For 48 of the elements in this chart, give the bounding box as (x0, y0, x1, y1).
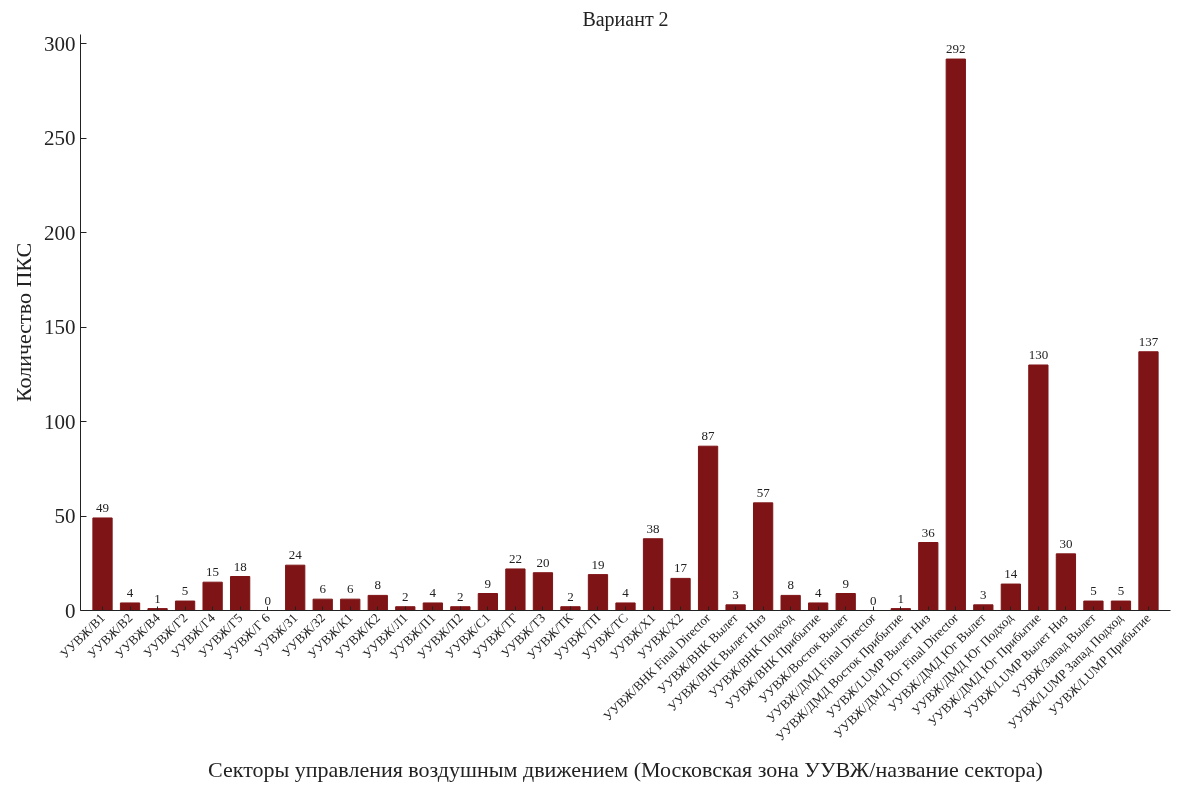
data-label: 38 (646, 520, 660, 536)
data-label: 19 (591, 556, 605, 572)
y-tick-label: 100 (44, 409, 76, 434)
data-label: 137 (1138, 333, 1159, 349)
data-label: 4 (126, 584, 134, 600)
data-label: 5 (181, 583, 189, 599)
data-label: 9 (484, 575, 492, 591)
data-label: 8 (787, 577, 794, 593)
data-label: 3 (980, 586, 987, 602)
data-label: 57 (756, 484, 771, 500)
data-label: 1 (897, 590, 904, 606)
data-label: 2 (402, 588, 409, 604)
y-tick-label: 250 (44, 126, 76, 151)
data-label: 4 (814, 584, 822, 600)
data-label: 3 (732, 586, 739, 602)
data-label: 14 (1004, 566, 1018, 582)
data-label: 5 (1117, 583, 1125, 599)
y-tick-label: 300 (44, 31, 76, 56)
data-label: 2 (457, 588, 464, 604)
data-label: 9 (842, 575, 849, 591)
data-label: 22 (508, 550, 522, 566)
data-label: 30 (1059, 535, 1073, 551)
data-label: 1 (154, 590, 161, 606)
y-tick-label: 50 (54, 504, 76, 529)
data-label: 4 (622, 584, 630, 600)
data-label: 20 (536, 554, 550, 570)
data-label: 0 (264, 592, 271, 608)
x-axis-title: Секторы управления воздушным движением (Московская зона УУВЖ/название сектора) (208, 757, 1043, 783)
data-label: 18 (233, 558, 247, 574)
data-label: 24 (288, 547, 303, 563)
data-label: 0 (869, 592, 877, 608)
data-label: 4 (429, 584, 437, 600)
data-label: 6 (319, 581, 327, 597)
data-label: 292 (946, 41, 966, 57)
data-label: 15 (206, 564, 220, 580)
y-tick-label: 200 (44, 220, 76, 245)
data-label: 6 (347, 581, 354, 597)
data-label: 8 (374, 577, 382, 593)
data-label: 2 (567, 588, 574, 604)
chart-title: Вариант 2 (582, 7, 669, 31)
data-label: 87 (701, 428, 716, 444)
y-tick-label: 150 (44, 315, 76, 340)
data-label: 5 (1090, 583, 1097, 599)
data-label: 36 (921, 524, 936, 540)
data-label: 49 (96, 499, 110, 515)
data-label: 130 (1028, 346, 1049, 362)
data-label: 17 (674, 560, 688, 576)
y-axis-title: Количество ПКС (11, 242, 36, 403)
